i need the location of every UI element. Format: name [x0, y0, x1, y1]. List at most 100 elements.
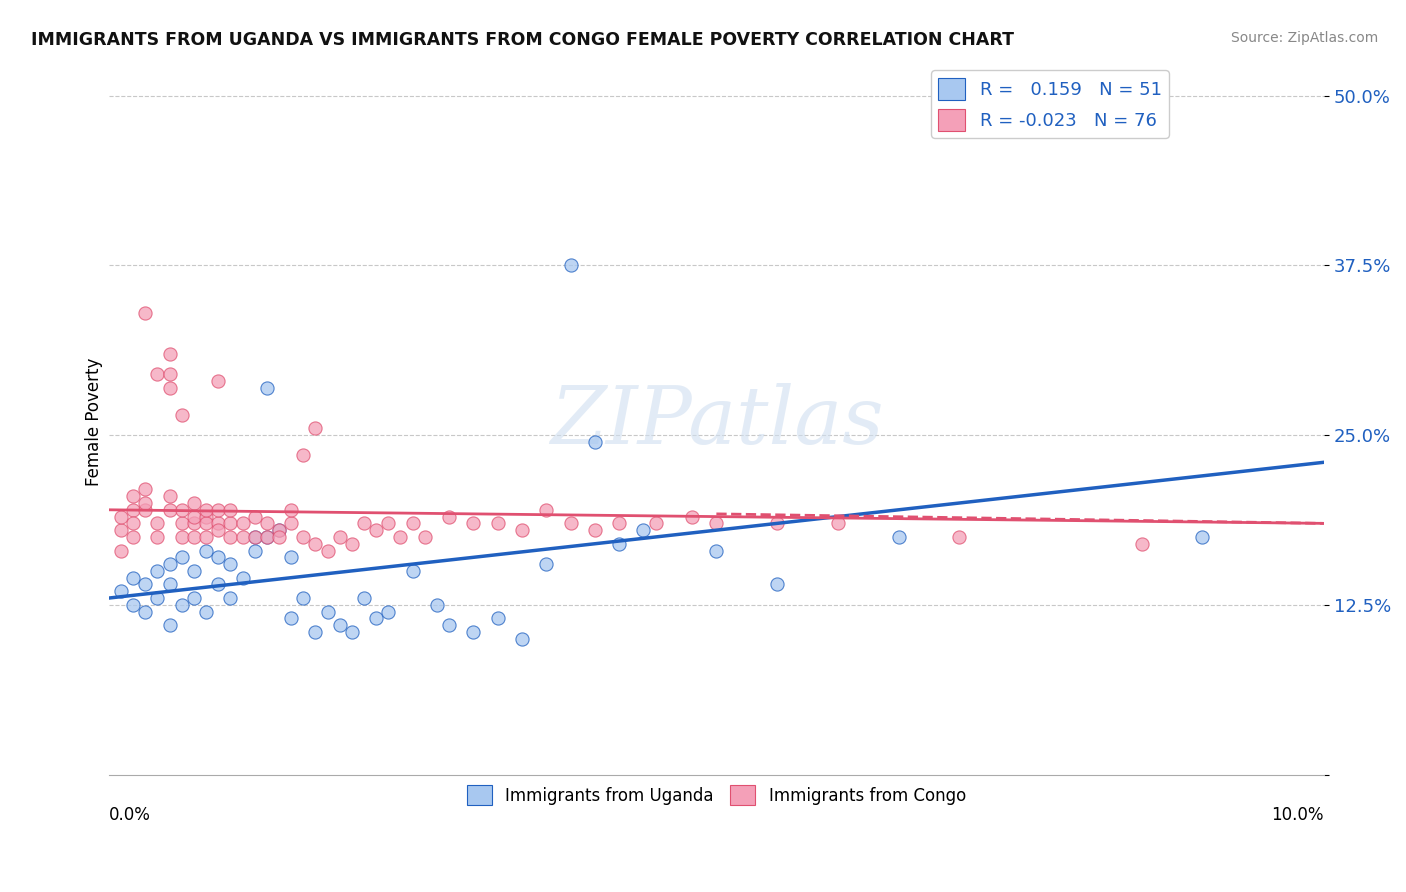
Point	[219, 557, 242, 571]
Point	[183, 509, 205, 524]
Point	[195, 509, 218, 524]
Point	[122, 516, 145, 531]
Point	[207, 374, 229, 388]
Point	[304, 537, 326, 551]
Point	[256, 381, 278, 395]
Point	[243, 509, 266, 524]
Point	[706, 543, 728, 558]
Point	[340, 537, 363, 551]
Point	[1130, 537, 1153, 551]
Point	[183, 516, 205, 531]
Point	[401, 516, 423, 531]
Point	[122, 598, 145, 612]
Point	[463, 516, 485, 531]
Point	[560, 516, 582, 531]
Point	[195, 530, 218, 544]
Point	[389, 530, 412, 544]
Point	[437, 509, 460, 524]
Point	[207, 523, 229, 537]
Point	[353, 591, 375, 605]
Point	[170, 550, 193, 565]
Point	[633, 523, 655, 537]
Point	[377, 605, 399, 619]
Point	[219, 516, 242, 531]
Point	[183, 496, 205, 510]
Point	[766, 516, 789, 531]
Point	[146, 367, 169, 381]
Point	[122, 571, 145, 585]
Point	[887, 530, 910, 544]
Point	[280, 503, 302, 517]
Point	[267, 523, 290, 537]
Point	[170, 503, 193, 517]
Point	[243, 530, 266, 544]
Point	[401, 564, 423, 578]
Point	[329, 530, 352, 544]
Point	[329, 618, 352, 632]
Point	[134, 483, 156, 497]
Point	[170, 516, 193, 531]
Point	[413, 530, 436, 544]
Point	[510, 523, 533, 537]
Point	[183, 591, 205, 605]
Point	[122, 489, 145, 503]
Point	[292, 449, 315, 463]
Point	[243, 543, 266, 558]
Point	[219, 530, 242, 544]
Point	[463, 625, 485, 640]
Point	[207, 516, 229, 531]
Point	[170, 598, 193, 612]
Point	[644, 516, 666, 531]
Point	[243, 530, 266, 544]
Point	[195, 543, 218, 558]
Point	[195, 516, 218, 531]
Point	[377, 516, 399, 531]
Point	[256, 516, 278, 531]
Point	[134, 306, 156, 320]
Point	[366, 611, 388, 625]
Point	[256, 530, 278, 544]
Point	[267, 523, 290, 537]
Point	[426, 598, 449, 612]
Point	[110, 584, 132, 599]
Point	[110, 543, 132, 558]
Point	[292, 591, 315, 605]
Point	[159, 489, 181, 503]
Point	[316, 543, 339, 558]
Point	[219, 591, 242, 605]
Point	[280, 611, 302, 625]
Point	[195, 605, 218, 619]
Point	[207, 577, 229, 591]
Text: 10.0%: 10.0%	[1271, 806, 1324, 824]
Point	[231, 530, 253, 544]
Point	[122, 503, 145, 517]
Point	[195, 503, 218, 517]
Point	[486, 611, 509, 625]
Point	[292, 530, 315, 544]
Point	[159, 346, 181, 360]
Point	[607, 537, 630, 551]
Text: IMMIGRANTS FROM UGANDA VS IMMIGRANTS FROM CONGO FEMALE POVERTY CORRELATION CHART: IMMIGRANTS FROM UGANDA VS IMMIGRANTS FRO…	[31, 31, 1014, 49]
Point	[170, 408, 193, 422]
Point	[607, 516, 630, 531]
Point	[304, 625, 326, 640]
Point	[583, 523, 606, 537]
Point	[948, 530, 970, 544]
Point	[146, 564, 169, 578]
Y-axis label: Female Poverty: Female Poverty	[86, 358, 103, 486]
Point	[183, 530, 205, 544]
Point	[134, 577, 156, 591]
Point	[122, 530, 145, 544]
Point	[110, 523, 132, 537]
Point	[146, 516, 169, 531]
Point	[110, 509, 132, 524]
Point	[437, 618, 460, 632]
Legend: Immigrants from Uganda, Immigrants from Congo: Immigrants from Uganda, Immigrants from …	[460, 779, 973, 812]
Point	[280, 550, 302, 565]
Point	[340, 625, 363, 640]
Point	[134, 503, 156, 517]
Point	[560, 259, 582, 273]
Point	[316, 605, 339, 619]
Point	[827, 516, 849, 531]
Point	[681, 509, 703, 524]
